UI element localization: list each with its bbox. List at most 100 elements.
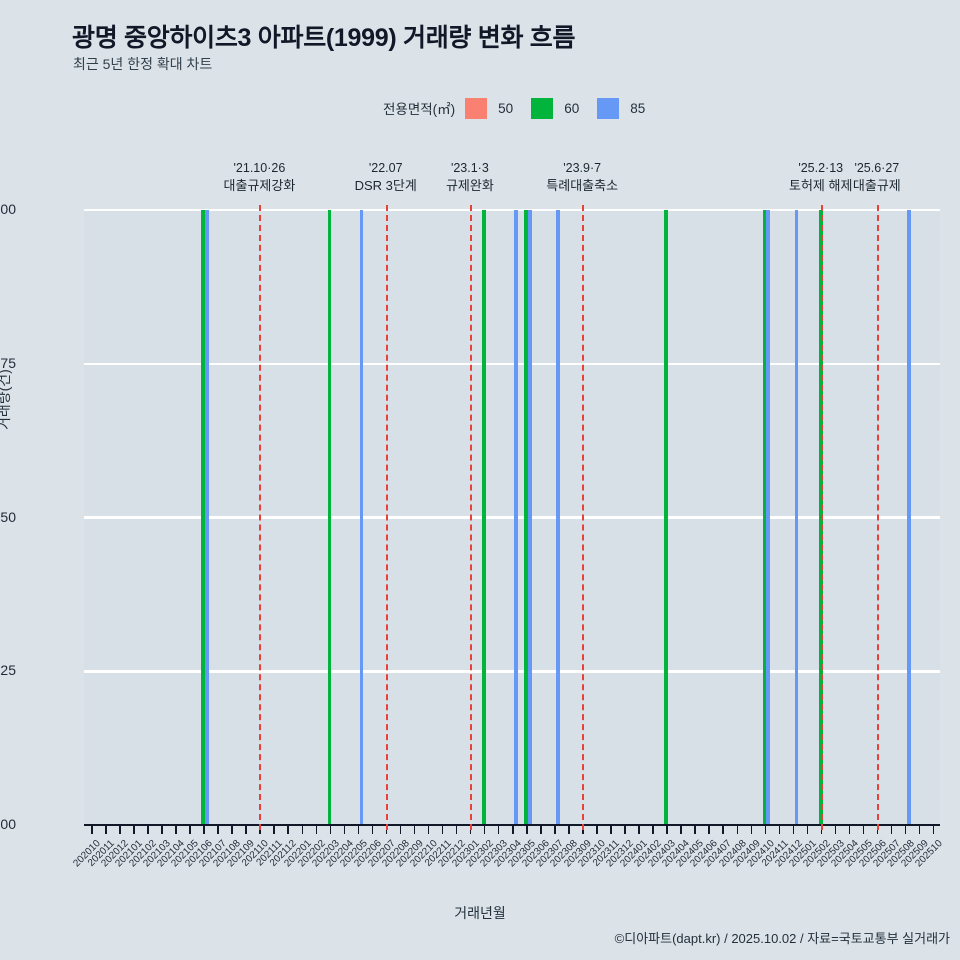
footer-credit: ©디아파트(dapt.kr) / 2025.10.02 / 자료=국토교통부 실…: [614, 931, 950, 946]
x-axis-tick: [441, 825, 444, 834]
annotation-label: '23.9·7 특례대출축소: [546, 160, 618, 195]
annotation-line: [820, 205, 823, 830]
annotation-date: '23.9·7: [563, 161, 602, 175]
y-axis-tick-label: 0.75: [0, 354, 16, 371]
x-axis-tick: [161, 825, 163, 834]
annotation-line: [469, 205, 472, 830]
annotation-label: '25.2·13 토허제 해제: [789, 160, 852, 195]
x-axis-tick: [91, 825, 93, 834]
gridline: [84, 208, 940, 212]
x-axis-tick: [343, 825, 346, 834]
x-axis-line: [84, 824, 940, 826]
x-axis-tick: [147, 825, 149, 834]
bar-85-202307[interactable]: [555, 210, 560, 825]
x-axis-tick: [666, 825, 668, 834]
legend-item[interactable]: 85: [597, 97, 646, 119]
annotation-name: DSR 3단계: [354, 178, 417, 193]
annotation-date: '25.6·27: [854, 161, 900, 175]
x-axis-tick: [371, 825, 374, 834]
chart-legend: 전용면적(㎡) 50 60 85: [383, 97, 645, 119]
legend-item[interactable]: 60: [531, 97, 597, 119]
annotation-date: '22.07: [368, 161, 403, 175]
x-axis-tick: [540, 825, 542, 834]
annotation-name: 대출규제: [852, 178, 901, 193]
annotation-line: [876, 205, 879, 830]
x-axis-tick: [750, 825, 753, 834]
bar-60-202106[interactable]: [201, 210, 206, 825]
x-axis-tick: [301, 825, 303, 834]
x-axis-tick: [862, 825, 865, 834]
bar-85-202106[interactable]: [205, 210, 209, 825]
x-axis-tick: [483, 825, 486, 834]
legend-label: 60: [564, 100, 580, 116]
x-axis-tick: [722, 825, 724, 834]
annotation-line: [582, 205, 585, 830]
x-axis-tick: [778, 825, 781, 834]
x-axis-tick: [273, 825, 275, 834]
x-axis-tick: [904, 825, 907, 834]
x-axis-tick: [105, 825, 107, 834]
x-axis-tick: [610, 825, 612, 834]
x-axis-tick: [834, 825, 837, 834]
annotation-label: '25.6·27 대출규제: [853, 160, 901, 195]
bar-85-202412[interactable]: [794, 210, 799, 825]
x-axis-tick: [708, 825, 710, 834]
y-axis-tick-label: 1.00: [0, 201, 16, 217]
bar-60-202302[interactable]: [482, 210, 486, 825]
x-axis-tick: [231, 825, 233, 834]
legend-swatch-85: [597, 97, 620, 119]
annotation-date: '21.10·26: [233, 161, 286, 175]
x-axis-tick: [217, 825, 219, 834]
x-axis-tick: [329, 825, 332, 834]
annotation-line: [385, 205, 388, 830]
bar-85-202205[interactable]: [359, 210, 364, 825]
legend-label: 85: [630, 100, 646, 116]
x-axis-tick: [694, 825, 696, 834]
x-axis-tick: [890, 825, 893, 834]
legend-item[interactable]: 50: [465, 97, 531, 119]
annotation-name: 대출규제강화: [223, 178, 296, 193]
bar-60-202502[interactable]: [818, 210, 823, 825]
annotation-label: '22.07 DSR 3단계: [355, 160, 417, 195]
x-axis-tick: [806, 825, 809, 834]
bar-85-202508[interactable]: [906, 210, 911, 825]
annotation-name: 규제완화: [445, 178, 494, 193]
x-axis-tick: [119, 825, 121, 834]
x-axis-tick: [175, 825, 177, 834]
annotation-date: '23.1·3: [450, 161, 489, 175]
legend-swatch-50: [465, 97, 488, 119]
annotation-name: 토허제 해제: [789, 178, 853, 193]
x-axis-tick: [399, 825, 402, 834]
gridline: [84, 362, 940, 365]
x-axis-tick: [764, 825, 767, 834]
y-axis-tick-label: 0.00: [0, 816, 16, 832]
y-axis-tick-label: 0.25: [0, 662, 16, 679]
bar-60-202403[interactable]: [664, 210, 669, 825]
x-axis-tick: [427, 825, 430, 834]
x-axis-tick: [315, 825, 318, 834]
bar-60-202410[interactable]: [762, 210, 767, 825]
legend-title: 전용면적(㎡): [383, 102, 456, 117]
legend-swatch-60: [531, 97, 554, 119]
x-axis-tick: [455, 825, 458, 834]
legend-label: 50: [498, 100, 514, 116]
plot-area: [84, 208, 940, 827]
page-title: 광명 중앙하이츠3 아파트(1999) 거래량 변화 흐름: [72, 24, 576, 52]
page-subtitle: 최근 5년 한정 확대 차트: [73, 56, 213, 72]
bar-85-202410[interactable]: [766, 210, 771, 825]
bar-60-202305[interactable]: [524, 210, 528, 825]
x-axis-tick: [848, 825, 851, 834]
bar-85-202305[interactable]: [527, 210, 532, 825]
x-axis-tick: [918, 825, 921, 834]
x-axis-tick: [736, 825, 739, 834]
x-axis-tick: [189, 825, 191, 834]
x-axis-tick: [526, 825, 528, 834]
x-axis-tick: [638, 825, 640, 834]
bar-60-202203[interactable]: [327, 210, 332, 825]
annotation-date: '25.2·13: [798, 161, 844, 175]
y-axis-tick-label: 0.50: [0, 508, 16, 525]
x-axis-title: 거래년월: [454, 905, 506, 921]
bar-85-202304[interactable]: [513, 210, 518, 825]
gridline: [84, 670, 940, 673]
